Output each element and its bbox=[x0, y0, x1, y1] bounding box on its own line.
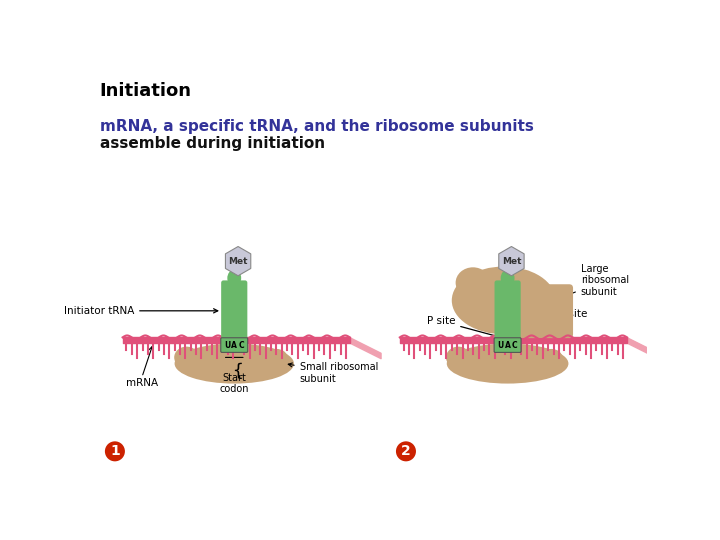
Ellipse shape bbox=[500, 269, 515, 287]
Text: Initiation: Initiation bbox=[99, 82, 192, 100]
FancyBboxPatch shape bbox=[500, 284, 573, 338]
Ellipse shape bbox=[451, 267, 556, 334]
Text: C: C bbox=[238, 341, 244, 349]
Text: }: } bbox=[228, 359, 240, 377]
Ellipse shape bbox=[446, 347, 471, 368]
Text: 2: 2 bbox=[401, 444, 411, 458]
Ellipse shape bbox=[447, 343, 568, 383]
Text: Small ribosomal
subunit: Small ribosomal subunit bbox=[288, 362, 378, 383]
FancyBboxPatch shape bbox=[221, 280, 248, 341]
Text: Met: Met bbox=[502, 256, 521, 266]
Ellipse shape bbox=[266, 349, 287, 366]
Ellipse shape bbox=[174, 343, 294, 383]
Ellipse shape bbox=[528, 290, 571, 333]
Text: Large
ribosomal
subunit: Large ribosomal subunit bbox=[564, 264, 629, 297]
Ellipse shape bbox=[541, 349, 562, 366]
Text: Initiator tRNA: Initiator tRNA bbox=[64, 306, 217, 316]
Text: A site: A site bbox=[536, 308, 587, 326]
FancyBboxPatch shape bbox=[221, 338, 248, 353]
Circle shape bbox=[105, 441, 125, 461]
FancyBboxPatch shape bbox=[495, 280, 521, 341]
Text: Met: Met bbox=[228, 256, 248, 266]
Text: U: U bbox=[224, 341, 230, 349]
Ellipse shape bbox=[228, 269, 241, 287]
Text: P site: P site bbox=[427, 316, 500, 338]
FancyBboxPatch shape bbox=[494, 338, 521, 353]
Text: Start
codon: Start codon bbox=[220, 373, 249, 394]
Text: mRNA: mRNA bbox=[127, 378, 158, 388]
Text: U: U bbox=[498, 341, 504, 349]
Text: A: A bbox=[505, 341, 510, 349]
Text: assemble during initiation: assemble during initiation bbox=[99, 136, 325, 151]
Ellipse shape bbox=[174, 347, 199, 368]
Text: mRNA, a specific tRNA, and the ribosome subunits: mRNA, a specific tRNA, and the ribosome … bbox=[99, 119, 534, 134]
Circle shape bbox=[396, 441, 416, 461]
Text: 1: 1 bbox=[110, 444, 120, 458]
Text: C: C bbox=[512, 341, 518, 349]
Polygon shape bbox=[499, 247, 524, 276]
Ellipse shape bbox=[456, 267, 490, 298]
Text: A: A bbox=[231, 341, 237, 349]
Polygon shape bbox=[225, 247, 251, 276]
